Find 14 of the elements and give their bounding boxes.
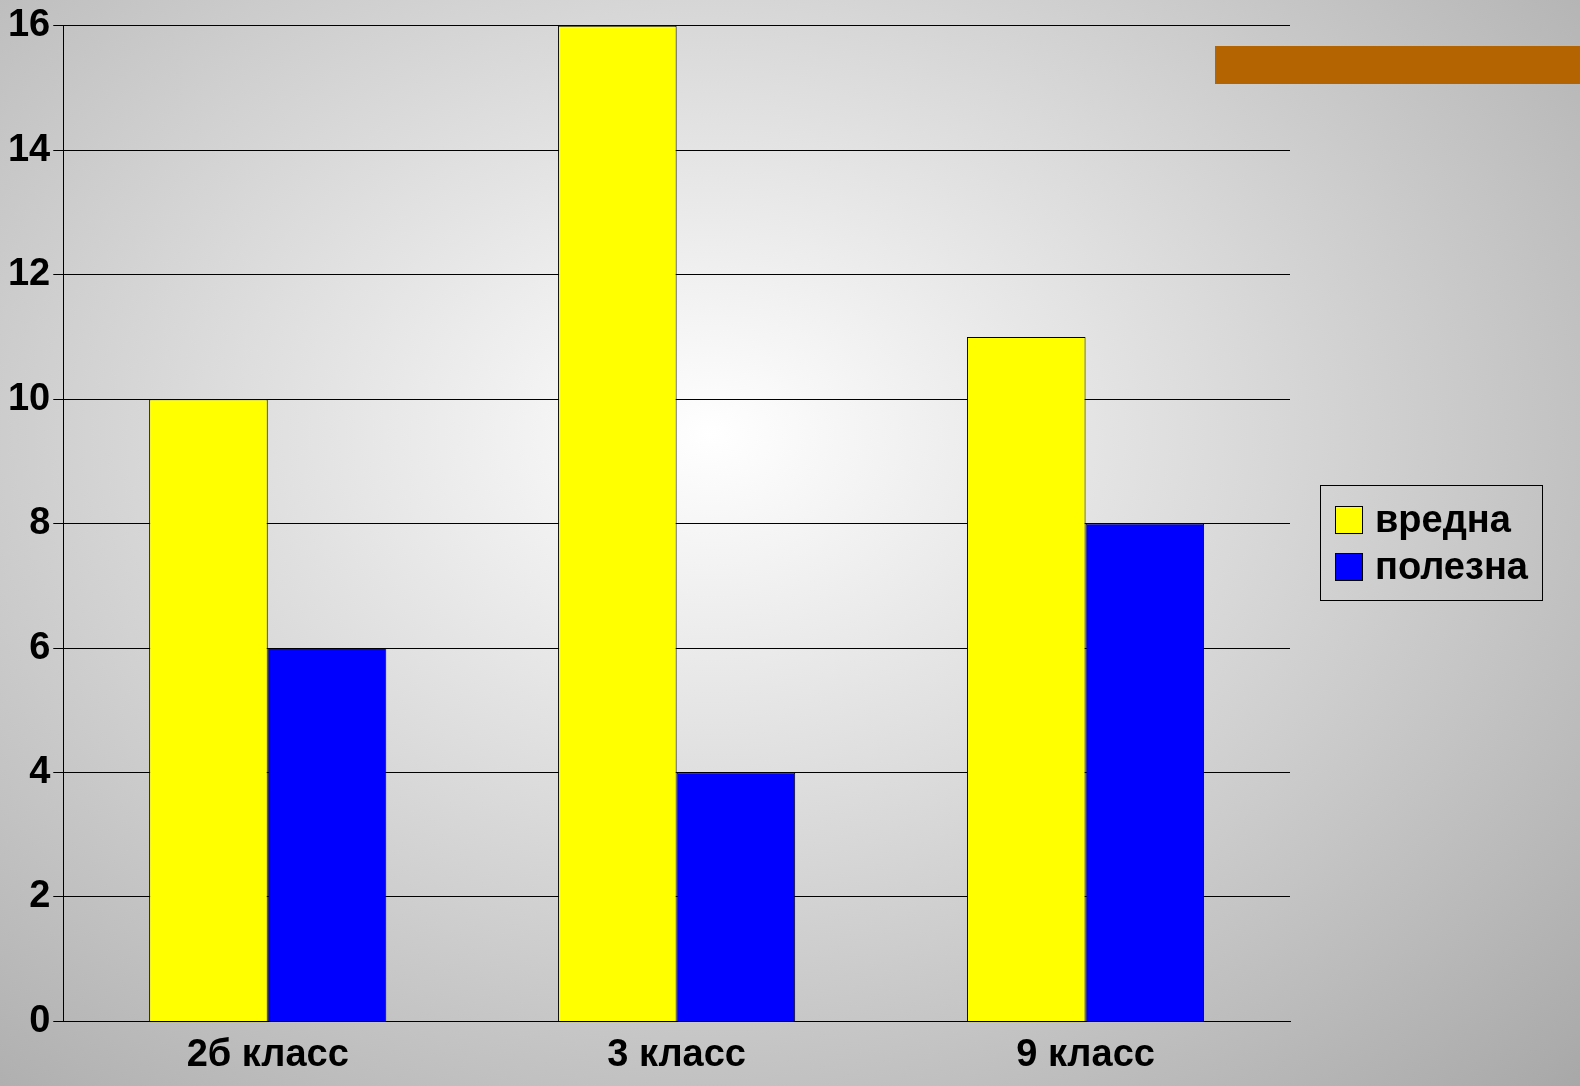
y-tick-label: 2 bbox=[29, 873, 51, 916]
y-tick-label: 14 bbox=[7, 126, 51, 169]
y-tick-label: 12 bbox=[7, 251, 51, 294]
y-tick-label: 0 bbox=[29, 997, 51, 1040]
x-tick-label: 9 класс bbox=[1016, 1031, 1155, 1074]
x-tick-label: 3 класс bbox=[607, 1031, 746, 1074]
y-tick-label: 10 bbox=[7, 375, 51, 418]
y-tick-label: 16 bbox=[7, 2, 51, 45]
y-tick-label: 8 bbox=[29, 500, 51, 543]
y-tick-label: 4 bbox=[29, 748, 51, 791]
x-tick-label: 2б класс bbox=[186, 1031, 349, 1074]
text: вредна bbox=[1375, 498, 1511, 541]
legend-label: полезна bbox=[1375, 545, 1528, 588]
y-tick-label: 6 bbox=[29, 624, 51, 667]
